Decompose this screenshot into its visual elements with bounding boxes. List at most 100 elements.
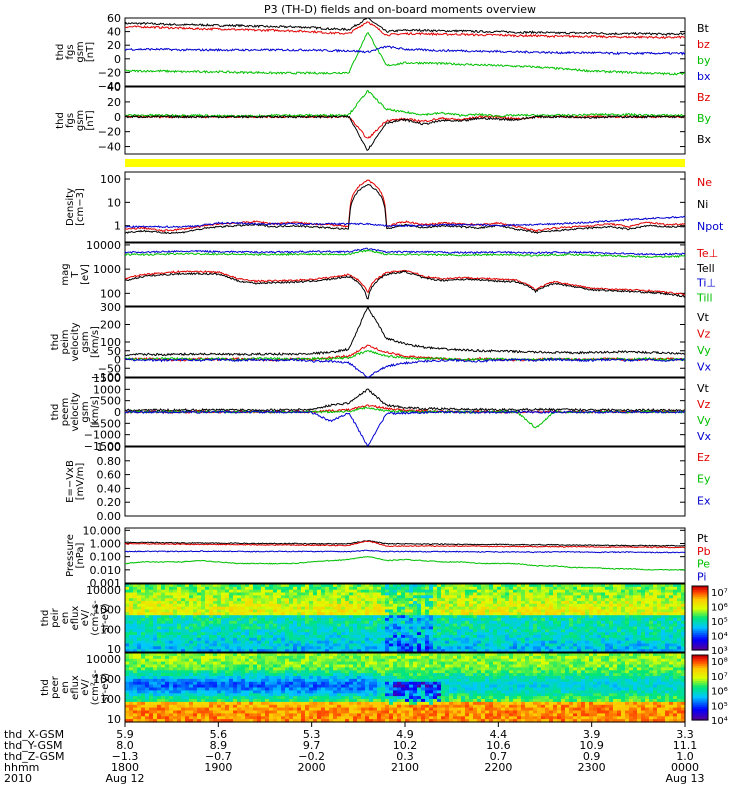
heatmap-cell <box>545 612 550 616</box>
heatmap-cell <box>549 589 554 594</box>
heatmap-cell <box>353 592 358 596</box>
heatmap-cell <box>261 643 266 647</box>
heatmap-cell <box>361 649 366 653</box>
heatmap-cell <box>601 632 606 636</box>
heatmap-cell <box>317 595 322 599</box>
heatmap-cell <box>149 592 154 596</box>
heatmap-cell <box>593 635 598 639</box>
heatmap-cell <box>189 676 194 680</box>
heatmap-cell <box>217 626 222 630</box>
heatmap-cell <box>125 637 130 642</box>
heatmap-cell <box>265 637 270 642</box>
heatmap-cell <box>481 609 486 613</box>
heatmap-cell <box>601 584 606 588</box>
heatmap-cell <box>297 658 302 663</box>
heatmap-cell <box>173 615 178 619</box>
heatmap-cell <box>257 595 262 599</box>
heatmap-cell <box>141 713 146 717</box>
heatmap-cell <box>261 637 266 642</box>
heatmap-cell <box>361 618 366 622</box>
heatmap-cell <box>309 693 314 697</box>
heatmap-cell <box>133 592 138 596</box>
heatmap-cell <box>349 626 354 630</box>
heatmap-cell <box>657 615 662 619</box>
heatmap-cell <box>225 716 230 720</box>
heatmap-cell <box>213 586 218 591</box>
heatmap-cell <box>385 620 390 625</box>
heatmap-cell <box>233 699 238 703</box>
heatmap-cell <box>417 603 422 608</box>
heatmap-cell <box>169 612 174 616</box>
heatmap-cell <box>221 584 226 588</box>
heatmap-cell <box>233 719 238 723</box>
heatmap-cell <box>481 592 486 596</box>
heatmap-cell <box>501 640 506 645</box>
heatmap-cell <box>325 603 330 608</box>
heatmap-cell <box>221 601 226 605</box>
heatmap-cell <box>617 612 622 616</box>
heatmap-cell <box>481 635 486 639</box>
heatmap-cell <box>161 701 166 706</box>
heatmap-cell <box>549 606 554 611</box>
heatmap-cell <box>153 606 158 611</box>
heatmap-cell <box>445 584 450 588</box>
heatmap-cell <box>329 635 334 639</box>
heatmap-cell <box>605 584 610 588</box>
heatmap-cell <box>493 598 498 602</box>
heatmap-cell <box>641 646 646 650</box>
heatmap-cell <box>505 646 510 650</box>
heatmap-cell <box>365 626 370 630</box>
heatmap-cell <box>313 626 318 630</box>
heatmap-cell <box>361 603 366 608</box>
y-tick-label: 10000 <box>86 584 121 597</box>
heatmap-cell <box>237 595 242 599</box>
heatmap-cell <box>665 609 670 613</box>
heatmap-cell <box>349 598 354 602</box>
heatmap-cell <box>129 598 134 602</box>
heatmap-cell <box>645 629 650 633</box>
heatmap-cell <box>261 658 266 663</box>
heatmap-cell <box>421 612 426 616</box>
chart-title: P3 (TH-D) fields and on-board moments ov… <box>264 3 536 16</box>
heatmap-cell <box>137 699 142 703</box>
heatmap-cell <box>453 629 458 633</box>
heatmap-cell <box>173 612 178 616</box>
heatmap-cell <box>301 609 306 613</box>
heatmap-cell <box>469 615 474 619</box>
heatmap-cell <box>597 609 602 613</box>
heatmap-cell <box>341 635 346 639</box>
heatmap-cell <box>413 598 418 602</box>
heatmap-cell <box>257 655 262 660</box>
heatmap-cell <box>409 620 414 625</box>
heatmap-cell <box>449 612 454 616</box>
heatmap-cell <box>141 670 146 674</box>
heatmap-cell <box>569 601 574 605</box>
heatmap-cell <box>245 640 250 645</box>
heatmap-cell <box>641 606 646 611</box>
heatmap-cell <box>201 626 206 630</box>
heatmap-cell <box>301 693 306 697</box>
colorbar-swatch <box>692 620 708 623</box>
heatmap-cell <box>309 684 314 689</box>
heatmap-cell <box>601 606 606 611</box>
heatmap-cell <box>141 655 146 660</box>
heatmap-cell <box>441 623 446 628</box>
heatmap-cell <box>653 646 658 650</box>
heatmap-cell <box>241 589 246 594</box>
heatmap-cell <box>289 696 294 700</box>
heatmap-cell <box>201 667 206 671</box>
heatmap-cell <box>133 667 138 671</box>
heatmap-cell <box>373 595 378 599</box>
heatmap-cell <box>209 667 214 671</box>
heatmap-cell <box>205 598 210 602</box>
heatmap-cell <box>161 646 166 650</box>
heatmap-cell <box>493 595 498 599</box>
heatmap-cell <box>153 649 158 653</box>
heatmap-cell <box>225 601 230 605</box>
series-line-Ni <box>124 183 686 235</box>
heatmap-cell <box>337 707 342 712</box>
heatmap-cell <box>173 687 178 691</box>
heatmap-cell <box>361 643 366 647</box>
heatmap-cell <box>177 632 182 636</box>
heatmap-cell <box>325 626 330 630</box>
